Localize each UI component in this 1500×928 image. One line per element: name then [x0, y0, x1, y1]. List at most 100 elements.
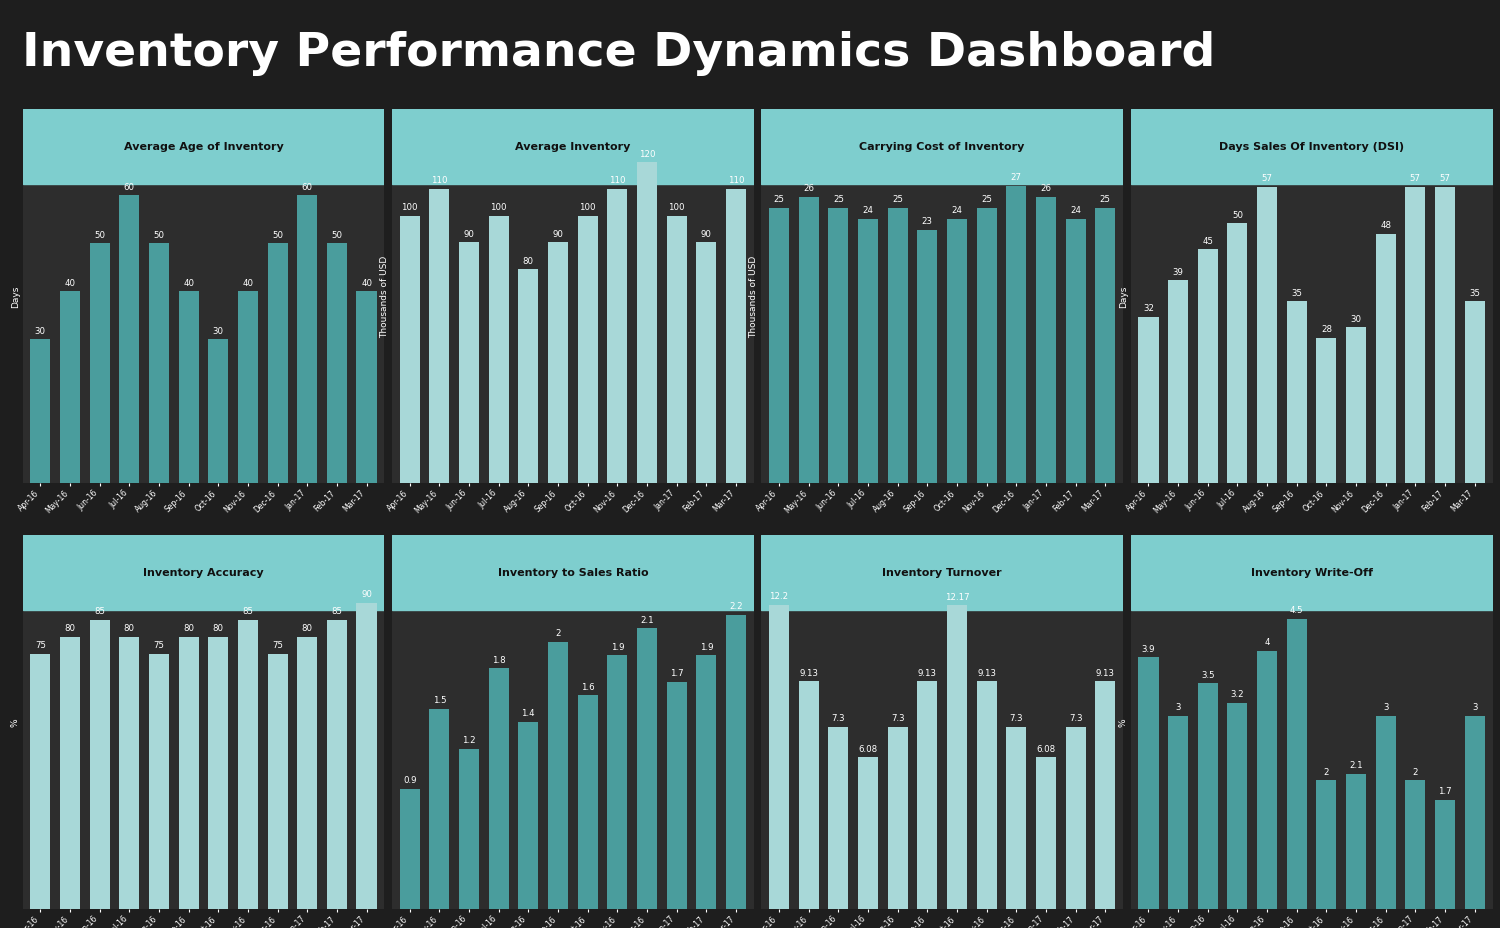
- Text: Days Sales Of Inventory (DSI): Days Sales Of Inventory (DSI): [1220, 142, 1404, 152]
- Bar: [1406, 780, 1425, 909]
- Text: Average Inventory: Average Inventory: [514, 142, 630, 152]
- Bar: [548, 243, 568, 484]
- Text: 75: 75: [272, 640, 284, 650]
- Y-axis label: %: %: [10, 718, 20, 727]
- Text: 110: 110: [728, 176, 744, 186]
- Bar: [1346, 328, 1366, 484]
- Text: 75: 75: [153, 640, 165, 650]
- Bar: [666, 682, 687, 909]
- Text: 80: 80: [524, 256, 534, 265]
- Bar: [1317, 780, 1336, 909]
- Text: 28: 28: [1322, 325, 1332, 334]
- Bar: [976, 209, 998, 484]
- Bar: [798, 198, 819, 484]
- Text: 57: 57: [1410, 174, 1420, 183]
- Text: 26: 26: [1041, 184, 1052, 193]
- Bar: [1007, 728, 1026, 909]
- Bar: [392, 110, 753, 185]
- Bar: [489, 216, 508, 484]
- Text: 6.08: 6.08: [1036, 744, 1056, 754]
- Text: Inventory Write-Off: Inventory Write-Off: [1251, 567, 1372, 577]
- Y-axis label: Thousands of USD: Thousands of USD: [380, 255, 388, 338]
- Bar: [1376, 234, 1396, 484]
- Bar: [60, 292, 80, 484]
- Bar: [798, 681, 819, 909]
- Text: 40: 40: [183, 278, 194, 288]
- Text: 80: 80: [213, 624, 223, 633]
- Bar: [399, 216, 420, 484]
- Bar: [118, 638, 140, 909]
- Bar: [726, 189, 746, 484]
- Bar: [90, 244, 110, 484]
- Text: 1.5: 1.5: [432, 695, 445, 704]
- Bar: [976, 681, 998, 909]
- Text: 80: 80: [124, 624, 135, 633]
- Bar: [1007, 187, 1026, 484]
- Text: 24: 24: [951, 206, 963, 215]
- Bar: [1317, 339, 1336, 484]
- Text: 1.2: 1.2: [462, 736, 476, 744]
- Y-axis label: %: %: [1119, 718, 1128, 727]
- Bar: [918, 231, 938, 484]
- Text: 2.1: 2.1: [640, 615, 654, 625]
- Bar: [459, 749, 478, 909]
- Bar: [888, 209, 908, 484]
- Bar: [578, 695, 597, 909]
- Bar: [327, 244, 346, 484]
- Text: 25: 25: [981, 195, 992, 204]
- Bar: [638, 628, 657, 909]
- Bar: [209, 638, 228, 909]
- Text: 100: 100: [402, 203, 418, 212]
- Bar: [392, 535, 753, 610]
- Bar: [148, 244, 170, 484]
- Bar: [518, 722, 538, 909]
- Text: 25: 25: [833, 195, 844, 204]
- Bar: [22, 110, 384, 185]
- Bar: [238, 292, 258, 484]
- Bar: [1436, 800, 1455, 909]
- Bar: [1197, 250, 1218, 484]
- Text: 1.7: 1.7: [1438, 786, 1452, 795]
- Bar: [608, 655, 627, 909]
- Bar: [858, 757, 877, 909]
- Text: 1.4: 1.4: [522, 709, 536, 717]
- Bar: [828, 728, 849, 909]
- Bar: [118, 196, 140, 484]
- Text: 4.5: 4.5: [1290, 605, 1304, 614]
- Bar: [1065, 728, 1086, 909]
- Text: 1.7: 1.7: [670, 668, 684, 677]
- Bar: [946, 220, 968, 484]
- Text: Inventory Turnover: Inventory Turnover: [882, 567, 1002, 577]
- Text: 26: 26: [802, 184, 814, 193]
- Text: 90: 90: [700, 230, 711, 238]
- Bar: [1131, 110, 1492, 185]
- Bar: [267, 244, 288, 484]
- Text: 45: 45: [1202, 237, 1214, 245]
- Text: 35: 35: [1292, 289, 1302, 298]
- Text: 3.5: 3.5: [1202, 670, 1215, 679]
- Bar: [770, 605, 789, 909]
- Bar: [696, 655, 717, 909]
- Text: 9.13: 9.13: [1096, 668, 1114, 677]
- Text: 3: 3: [1176, 702, 1180, 711]
- Bar: [858, 220, 877, 484]
- Bar: [1095, 209, 1116, 484]
- Text: 25: 25: [892, 195, 903, 204]
- Bar: [1257, 187, 1276, 484]
- Bar: [918, 681, 938, 909]
- Bar: [297, 196, 318, 484]
- Text: Average Age of Inventory: Average Age of Inventory: [123, 142, 284, 152]
- Text: 50: 50: [1232, 211, 1244, 219]
- Text: 48: 48: [1380, 221, 1390, 230]
- Text: 50: 50: [153, 230, 165, 239]
- Text: 110: 110: [609, 176, 625, 186]
- Bar: [489, 669, 508, 909]
- Text: 110: 110: [430, 176, 447, 186]
- Bar: [1406, 187, 1425, 484]
- Text: 3.9: 3.9: [1142, 644, 1155, 653]
- Text: 24: 24: [1070, 206, 1082, 215]
- Bar: [666, 216, 687, 484]
- Text: 120: 120: [639, 149, 656, 159]
- Bar: [1168, 715, 1188, 909]
- Bar: [1138, 317, 1158, 484]
